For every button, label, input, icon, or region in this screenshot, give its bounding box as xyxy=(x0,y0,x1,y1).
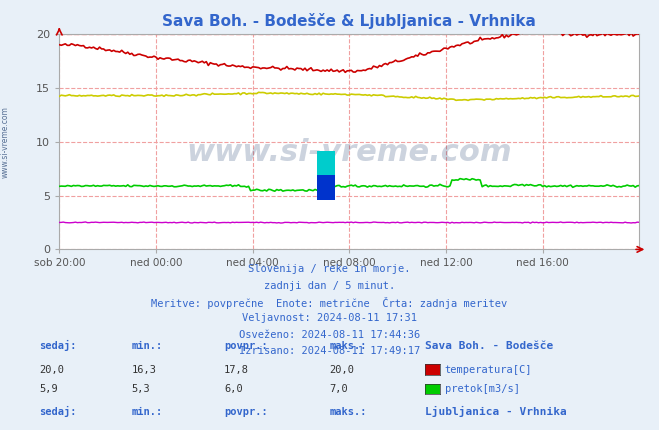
Text: 5,9: 5,9 xyxy=(40,384,58,394)
Text: Osveženo: 2024-08-11 17:44:36: Osveženo: 2024-08-11 17:44:36 xyxy=(239,330,420,340)
Text: 20,0: 20,0 xyxy=(40,365,65,375)
Text: povpr.:: povpr.: xyxy=(224,406,268,417)
Text: Meritve: povprečne  Enote: metrične  Črta: zadnja meritev: Meritve: povprečne Enote: metrične Črta:… xyxy=(152,297,507,309)
Text: Slovenija / reke in morje.: Slovenija / reke in morje. xyxy=(248,264,411,274)
Text: 7,0: 7,0 xyxy=(330,384,348,394)
Text: Ljubljanica - Vrhnika: Ljubljanica - Vrhnika xyxy=(425,405,567,417)
Text: temperatura[C]: temperatura[C] xyxy=(445,365,532,375)
Text: Izrisano: 2024-08-11 17:49:17: Izrisano: 2024-08-11 17:49:17 xyxy=(239,346,420,356)
Text: Veljavnost: 2024-08-11 17:31: Veljavnost: 2024-08-11 17:31 xyxy=(242,313,417,323)
Text: zadnji dan / 5 minut.: zadnji dan / 5 minut. xyxy=(264,281,395,291)
Text: 17,8: 17,8 xyxy=(224,365,249,375)
Text: pretok[m3/s]: pretok[m3/s] xyxy=(445,384,520,394)
Text: maks.:: maks.: xyxy=(330,406,367,417)
Text: 5,3: 5,3 xyxy=(132,384,150,394)
Text: 6,0: 6,0 xyxy=(224,384,243,394)
Text: maks.:: maks.: xyxy=(330,341,367,351)
Text: Sava Boh. - Bodešče: Sava Boh. - Bodešče xyxy=(425,341,554,351)
Text: 20,0: 20,0 xyxy=(330,365,355,375)
Text: www.si-vreme.com: www.si-vreme.com xyxy=(1,106,10,178)
Text: www.si-vreme.com: www.si-vreme.com xyxy=(186,138,512,167)
Bar xyxy=(316,150,335,200)
Text: sedaj:: sedaj: xyxy=(40,340,77,351)
Text: sedaj:: sedaj: xyxy=(40,405,77,417)
Text: 16,3: 16,3 xyxy=(132,365,157,375)
Bar xyxy=(316,150,335,175)
Text: min.:: min.: xyxy=(132,406,163,417)
Text: min.:: min.: xyxy=(132,341,163,351)
Text: povpr.:: povpr.: xyxy=(224,341,268,351)
Title: Sava Boh. - Bodešče & Ljubljanica - Vrhnika: Sava Boh. - Bodešče & Ljubljanica - Vrhn… xyxy=(162,13,536,29)
